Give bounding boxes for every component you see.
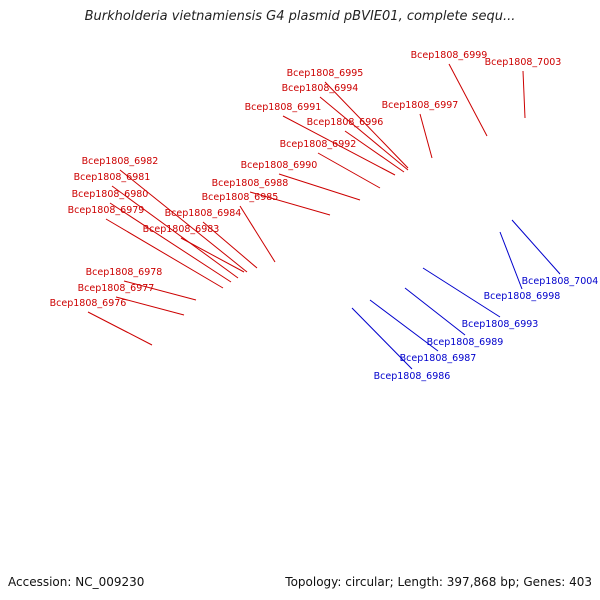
gene-label: Bcep1808_6982 <box>82 156 159 167</box>
leader-line <box>115 296 185 316</box>
gene-label: Bcep1808_6981 <box>74 172 151 183</box>
leader-line <box>202 221 258 269</box>
gene-label: Bcep1808_7003 <box>485 57 562 68</box>
gene-label: Bcep1808_6993 <box>462 319 539 330</box>
leader-line <box>180 237 245 273</box>
gene-label: Bcep1808_6997 <box>382 100 459 111</box>
gene-label: Bcep1808_6996 <box>307 117 384 128</box>
leader-line <box>278 173 361 201</box>
gene-label: Bcep1808_6994 <box>282 83 359 94</box>
gene-label: Bcep1808_6988 <box>212 178 289 189</box>
gene-label: Bcep1808_6984 <box>165 208 242 219</box>
gene-label: Bcep1808_6977 <box>78 283 155 294</box>
leader-line <box>119 169 248 273</box>
gene-label: Bcep1808_6998 <box>484 291 561 302</box>
gene-label: Bcep1808_6983 <box>143 224 220 235</box>
leader-line <box>522 70 526 119</box>
leader-line <box>105 218 224 289</box>
gene-label: Bcep1808_6978 <box>86 267 163 278</box>
gene-label: Bcep1808_7004 <box>522 276 599 287</box>
leader-line <box>499 231 523 290</box>
leader-line <box>419 113 433 159</box>
leader-line <box>111 185 239 279</box>
leader-line <box>239 205 276 263</box>
leader-line <box>249 191 331 216</box>
leader-line <box>511 219 561 275</box>
gene-label: Bcep1808_6979 <box>68 205 145 216</box>
leader-line <box>317 152 381 189</box>
leader-line <box>404 287 466 336</box>
leader-line <box>422 267 501 318</box>
gene-label: Bcep1808_6995 <box>287 68 364 79</box>
gene-label: Bcep1808_6992 <box>280 139 357 150</box>
gene-label: Bcep1808_6999 <box>411 50 488 61</box>
leader-line <box>351 307 413 370</box>
gene-label: Bcep1808_6987 <box>400 353 477 364</box>
gene-label: Bcep1808_6986 <box>374 371 451 382</box>
leader-line <box>324 81 409 169</box>
leader-line <box>369 299 439 352</box>
accession-label: Accession: NC_009230 <box>8 575 145 589</box>
leader-line <box>109 202 232 283</box>
leader-line <box>123 280 197 301</box>
gene-label: Bcep1808_6990 <box>241 160 318 171</box>
leader-line <box>344 130 405 173</box>
leader-line <box>448 63 488 137</box>
gene-label: Bcep1808_6980 <box>72 189 149 200</box>
gene-label: Bcep1808_6976 <box>50 298 127 309</box>
map-title: Burkholderia vietnamiensis G4 plasmid pB… <box>84 9 516 24</box>
leader-line <box>282 115 396 176</box>
gene-label: Bcep1808_6991 <box>245 102 322 113</box>
leader-line <box>319 96 409 171</box>
topology-label: Topology: circular; Length: 397,868 bp; … <box>285 575 592 589</box>
gene-label: Bcep1808_6985 <box>202 192 279 203</box>
leader-line <box>87 311 153 346</box>
label-lines <box>87 63 561 370</box>
gene-label: Bcep1808_6989 <box>427 337 504 348</box>
